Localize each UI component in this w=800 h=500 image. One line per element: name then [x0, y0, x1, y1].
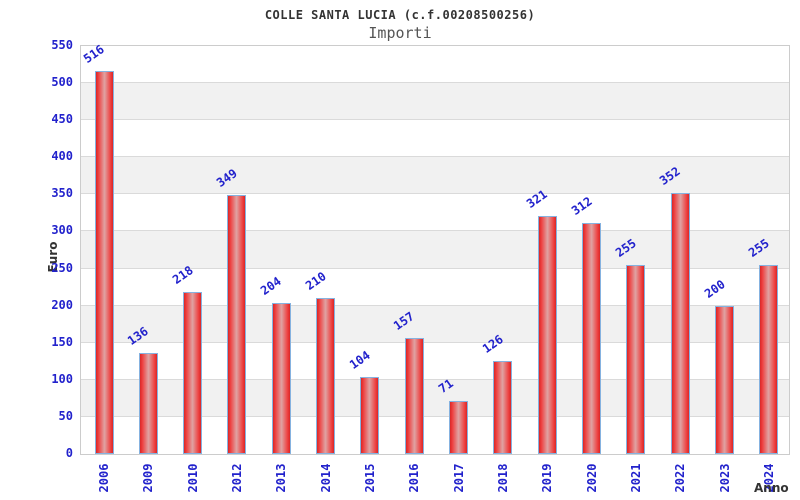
gridline: [81, 267, 789, 269]
y-tick-label: 200: [51, 297, 73, 312]
plot-band: [81, 83, 789, 121]
x-tick-label-text: 2015: [362, 463, 377, 493]
x-tick-label-text: 2022: [673, 463, 688, 493]
plot-band: [81, 120, 789, 158]
y-tick-label: 250: [51, 260, 73, 275]
x-tick-label: 2020: [582, 461, 602, 495]
x-tick-label: 2018: [493, 461, 513, 495]
x-tick-label-text: 2017: [451, 463, 466, 493]
bar: [183, 292, 203, 454]
y-tick-label: 0: [65, 446, 73, 460]
y-tick-label: 550: [51, 38, 73, 52]
gridline: [81, 341, 789, 343]
x-tick-label: 2010: [183, 461, 203, 495]
x-tick-label: 2021: [626, 461, 646, 495]
gridline: [81, 415, 789, 417]
gridline: [81, 119, 789, 121]
bar: [493, 360, 513, 454]
y-tick-label: 500: [51, 75, 73, 90]
gridline: [81, 378, 789, 380]
x-tick-label: 2006: [94, 461, 114, 495]
bar: [582, 222, 602, 454]
bar: [670, 192, 690, 454]
x-tick-label: 2015: [360, 461, 380, 495]
x-tick-label-text: 2019: [540, 463, 555, 493]
x-tick-label-text: 2016: [407, 463, 422, 493]
x-axis-title: Anno: [754, 481, 789, 495]
bar: [138, 353, 158, 454]
x-tick-label-text: 2012: [229, 463, 244, 493]
x-tick-label: 2012: [227, 461, 247, 495]
x-tick-label-text: 2014: [318, 463, 333, 493]
x-tick-label-text: 2020: [584, 463, 599, 493]
bar: [316, 298, 336, 454]
gridline: [81, 193, 789, 195]
y-tick-label: 350: [51, 186, 73, 201]
gridline: [81, 230, 789, 232]
x-tick-label-text: 2010: [185, 463, 200, 493]
bar: [360, 376, 380, 454]
x-tick-label: 2019: [537, 461, 557, 495]
gridline: [81, 304, 789, 306]
x-tick-label: 2013: [271, 461, 291, 495]
bar: [404, 337, 424, 454]
bar: [715, 305, 735, 454]
y-tick-label: 150: [51, 334, 73, 349]
bar: [271, 302, 291, 454]
plot-band: [81, 157, 789, 195]
x-tick-label-text: 2006: [97, 463, 111, 493]
x-tick-label-text: 2009: [141, 463, 156, 493]
x-tick-label-text: 2018: [495, 463, 510, 493]
chart-subtitle: Importi: [368, 24, 432, 42]
bar: [626, 264, 646, 454]
y-tick-label: 400: [51, 149, 73, 164]
bar: [759, 264, 779, 454]
x-tick-label: 2009: [138, 461, 158, 495]
gridline: [81, 156, 789, 158]
plot-band: [81, 46, 789, 84]
chart-title: COLLE SANTA LUCIA (c.f.00208500256): [264, 8, 536, 22]
bar: [537, 215, 557, 454]
y-tick-label: 450: [51, 112, 73, 127]
x-tick-label-text: 2013: [274, 463, 289, 493]
plot-area: 516 136 218 349 204 210 104 157 71 126 321 312 255 35…: [80, 42, 790, 492]
x-tick-label: 2014: [316, 461, 336, 495]
x-tick-label: 2016: [404, 461, 424, 495]
x-tick-label: 2022: [670, 461, 690, 495]
bar: [94, 71, 114, 454]
bar: [449, 401, 469, 454]
gridline: [81, 82, 789, 84]
y-tick-label: 100: [51, 371, 73, 386]
x-tick-label: 2017: [449, 461, 469, 495]
bar: [227, 195, 247, 454]
y-tick-label: 300: [51, 223, 73, 238]
x-tick-label-text: 2023: [717, 463, 732, 493]
x-tick-label-text: 2021: [628, 463, 643, 493]
x-tick-label: 2023: [715, 461, 735, 495]
y-tick-label: 50: [58, 408, 73, 423]
